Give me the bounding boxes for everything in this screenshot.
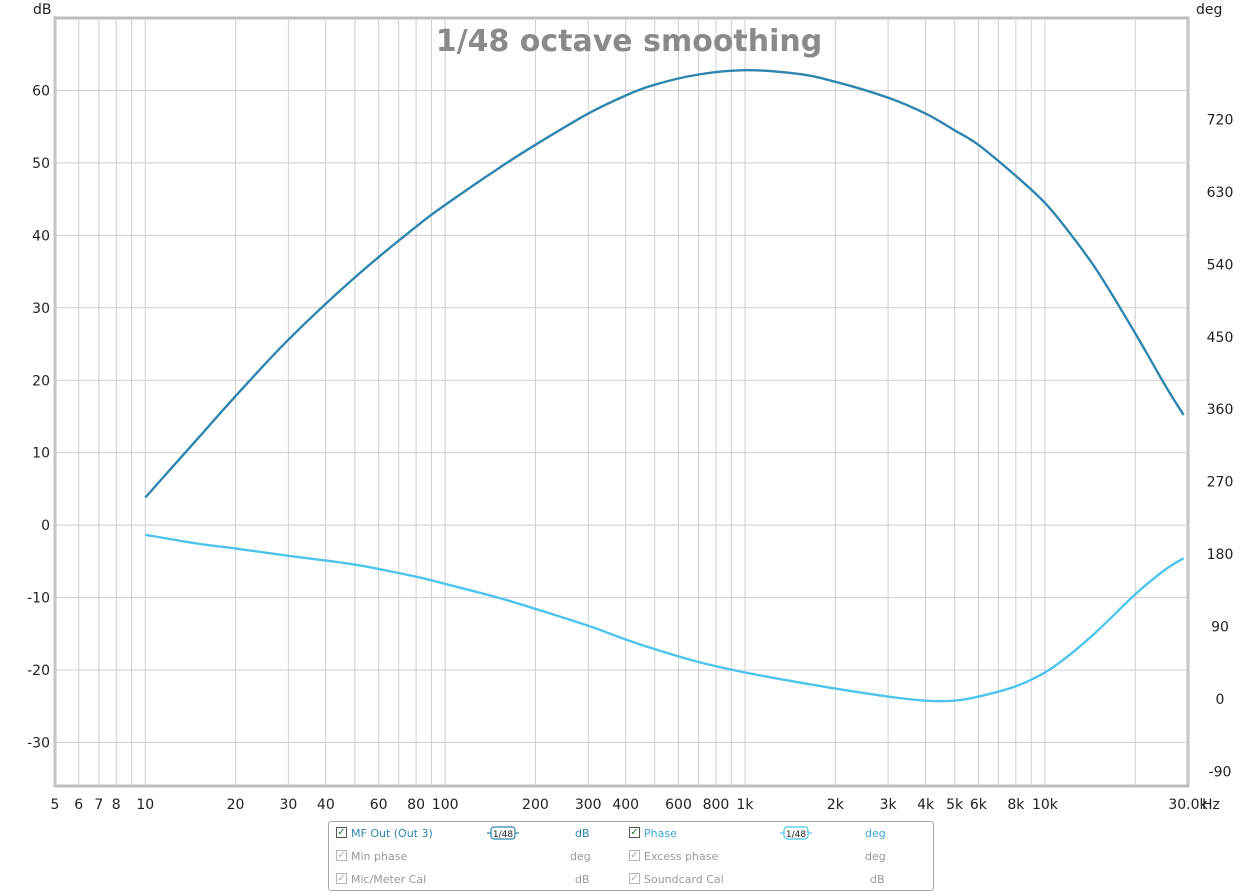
soundcard-cal-checkbox[interactable]: ✓ [629,873,640,884]
y-right-tick-label: -90 [1209,765,1232,781]
x-tick-label: 8 [112,797,121,813]
x-tick-label: 7 [94,797,103,813]
x-tick-label: 4k [917,797,935,813]
y-left-tick-label: 50 [32,156,50,172]
phase-checkbox[interactable]: ✓ [629,827,640,838]
excess-phase-label[interactable]: Excess phase [644,850,719,863]
legend-row-1: ✓ MF Out (Out 3) 1/48 dB ✓ Phase 1/48 de… [329,823,933,845]
y-left-tick-label: 40 [32,228,50,244]
mf-out-smoothing-icon[interactable]: 1/48 [486,825,520,841]
legend-panel: ✓ MF Out (Out 3) 1/48 dB ✓ Phase 1/48 de… [328,821,934,891]
x-tick-label: 1k [737,797,755,813]
x-tick-label: 60 [370,797,388,813]
y-left-tick-label: 60 [32,83,50,99]
mic-meter-cal-label[interactable]: Mic/Meter Cal [351,873,427,886]
x-tick-label: 10 [136,797,154,813]
legend-row-3: ✓ Mic/Meter Cal dB ✓ Soundcard Cal dB [329,869,933,891]
y-right-tick-label: 720 [1207,112,1234,128]
x-tick-label: 5k [946,797,964,813]
x-tick-label: 8k [1007,797,1025,813]
y-left-tick-label: 20 [32,373,50,389]
plot-area [53,16,1190,788]
x-tick-label: 20 [227,797,245,813]
x-unit: Hz [1202,797,1220,813]
soundcard-cal-label[interactable]: Soundcard Cal [644,873,724,886]
y-right-tick-label: 450 [1207,330,1234,346]
excess-phase-checkbox[interactable]: ✓ [629,850,640,861]
x-tick-label: 6 [74,797,83,813]
legend-row-2: ✓ Min phase deg ✓ Excess phase deg [329,846,933,868]
y-right-tick-label: 540 [1207,257,1234,273]
y-right-tick-label: 630 [1207,185,1234,201]
x-tick-label: 6k [970,797,988,813]
y-right-tick-label: 0 [1216,692,1225,708]
mic-meter-cal-checkbox[interactable]: ✓ [336,873,347,884]
y-right-tick-label: 270 [1207,475,1234,491]
x-tick-label: 2k [827,797,845,813]
x-tick-labels: 5 6 7 8 10 20 30 40 60 80 100 200 300 400 600 800 1k 2k 3k… [51,797,1209,813]
y-left-tick-label: -10 [27,591,50,607]
x-tick-label: 30 [279,797,297,813]
x-tick-label: 100 [432,797,459,813]
x-tick-label: 30.0k [1168,797,1208,813]
y-left-tick-label: 0 [41,518,50,534]
x-tick-label: 40 [317,797,335,813]
mf-out-checkbox[interactable]: ✓ [336,827,347,838]
y-right-tick-label: 180 [1207,547,1234,563]
chart: 5 6 7 8 10 20 30 40 60 80 100 200 300 400 600 800 1k 2k 3k… [27,2,1234,813]
phase-smoothing-label: 1/48 [786,830,806,840]
soundcard-cal-unit: dB [870,873,885,886]
y-left-tick-label: -30 [27,736,50,752]
x-grid [54,18,1189,786]
x-tick-label: 400 [612,797,639,813]
x-tick-label: 3k [880,797,898,813]
mic-meter-cal-unit: dB [575,873,590,886]
phase-smoothing-icon[interactable]: 1/48 [779,825,813,841]
y-left-tick-label: 10 [32,446,50,462]
series-layer [144,68,1185,703]
x-tick-label: 300 [575,797,602,813]
excess-phase-unit: deg [865,850,886,863]
y-left-unit: dB [33,2,52,18]
x-tick-label: 800 [703,797,730,813]
x-tick-label: 200 [522,797,549,813]
y-right-tick-label: 360 [1207,402,1234,418]
min-phase-checkbox[interactable]: ✓ [336,850,347,861]
y-left-tick-labels: 60 50 40 30 20 10 0 -10 -20 -30 [27,83,50,751]
mf-out-label[interactable]: MF Out (Out 3) [351,827,433,840]
x-tick-label: 10k [1032,797,1059,813]
mf-out-smoothing-label: 1/48 [493,830,513,840]
x-tick-label: 5 [51,797,60,813]
chart-title: 1/48 octave smoothing [436,24,823,59]
min-phase-unit: deg [570,850,591,863]
mf-out-unit: dB [575,827,590,840]
y-grid [55,89,1188,744]
x-tick-label: 80 [407,797,425,813]
min-phase-label[interactable]: Min phase [351,850,408,863]
x-tick-label: 600 [665,797,692,813]
phase-unit: deg [865,827,886,840]
y-right-tick-label: 90 [1211,620,1229,636]
y-left-tick-label: -20 [27,663,50,679]
y-right-unit: deg [1196,2,1222,18]
y-right-tick-labels: 720 630 540 450 360 270 180 90 0 -90 [1207,112,1234,780]
series-line-mf-out [144,68,1185,499]
series-line-phase [145,533,1185,703]
phase-label[interactable]: Phase [644,827,677,840]
y-left-tick-label: 30 [32,301,50,317]
